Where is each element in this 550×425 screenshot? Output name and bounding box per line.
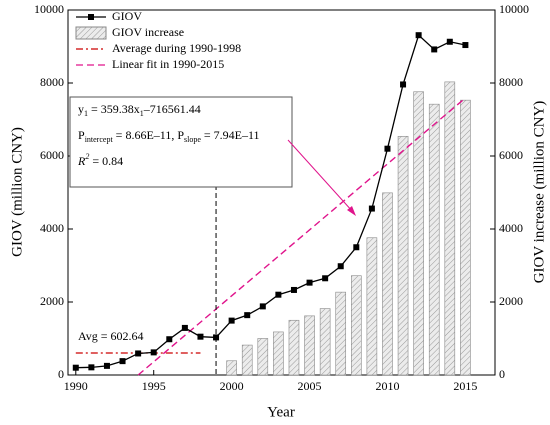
marker xyxy=(415,32,422,39)
bar xyxy=(273,331,284,376)
annotation-part: 1 xyxy=(140,109,144,118)
annotation-part: R xyxy=(77,154,86,168)
legend-swatch xyxy=(75,26,107,40)
marker xyxy=(88,364,95,371)
annotation-part: = 7.94E–11 xyxy=(201,128,260,142)
y-tick-label: 4000 xyxy=(40,221,64,235)
y2-tick-label: 4000 xyxy=(499,221,523,235)
y-tick-label: 10000 xyxy=(34,2,64,16)
annotation-arrowhead xyxy=(347,206,356,216)
marker xyxy=(119,358,126,365)
y-tick-label: 2000 xyxy=(40,294,64,308)
marker xyxy=(337,263,344,270)
annotation-part: y xyxy=(78,102,84,116)
y2-tick-label: 10000 xyxy=(499,2,529,16)
bar xyxy=(366,237,378,376)
avg-label: Avg = 602.64 xyxy=(78,329,144,343)
x-tick-label: 1995 xyxy=(142,379,166,393)
bar xyxy=(335,291,347,376)
bar xyxy=(397,135,409,376)
y2-tick-label: 8000 xyxy=(499,75,523,89)
bar xyxy=(428,103,440,376)
bar xyxy=(241,344,253,376)
legend-label: GIOV xyxy=(112,9,142,23)
marker xyxy=(181,324,188,331)
annotation-box xyxy=(69,96,293,188)
x-axis-label: Year xyxy=(267,404,295,420)
annotation-part: = 8.66E–11, P xyxy=(113,128,185,142)
marker xyxy=(150,349,157,356)
bar xyxy=(413,91,424,376)
y-tick-label: 0 xyxy=(58,367,64,381)
y2-axis-label: GIOV increase (million CNY) xyxy=(531,101,547,284)
annotation-part: 2 xyxy=(85,152,89,161)
bar xyxy=(257,338,269,376)
x-tick-label: 2010 xyxy=(375,379,399,393)
annotation-part: intercept xyxy=(85,135,114,144)
marker xyxy=(135,350,142,357)
legend-label: Average during 1990-1998 xyxy=(112,41,241,55)
annotation-text: R2 = 0.84 xyxy=(77,152,123,168)
marker xyxy=(384,145,391,152)
annotation-part: –716561.44 xyxy=(143,102,201,116)
x-tick-label: 2005 xyxy=(298,379,322,393)
annotation-part: P xyxy=(78,128,85,142)
y2-tick-label: 6000 xyxy=(499,148,523,162)
bar xyxy=(288,319,300,376)
legend-label: Linear fit in 1990-2015 xyxy=(112,57,224,71)
bar xyxy=(382,192,393,376)
x-tick-label: 1990 xyxy=(64,379,88,393)
marker xyxy=(228,317,235,324)
x-tick-label: 2000 xyxy=(220,379,244,393)
marker xyxy=(197,333,204,340)
x-tick-label: 2015 xyxy=(453,379,477,393)
y-tick-label: 8000 xyxy=(40,75,64,89)
marker xyxy=(322,275,329,282)
marker xyxy=(400,81,407,88)
annotation-text: Pintercept = 8.66E–11, Pslope = 7.94E–11 xyxy=(78,128,260,144)
bar xyxy=(319,308,331,376)
marker xyxy=(368,205,375,212)
annotation-part: = 359.38x xyxy=(88,102,140,116)
marker xyxy=(431,46,438,53)
legend-label: GIOV increase xyxy=(112,25,184,39)
marker xyxy=(462,42,469,49)
annotation-text: y1 = 359.38x1–716561.44 xyxy=(78,102,201,118)
y-tick-label: 6000 xyxy=(40,148,64,162)
y2-tick-label: 0 xyxy=(499,367,505,381)
bar xyxy=(226,360,237,376)
bar xyxy=(351,275,362,376)
marker xyxy=(72,364,79,371)
bar xyxy=(444,81,456,376)
marker xyxy=(103,362,110,369)
marker xyxy=(275,291,282,298)
annotation-part: slope xyxy=(184,135,201,144)
annotation-arrow xyxy=(287,139,354,213)
marker xyxy=(244,312,251,319)
bar xyxy=(460,99,471,376)
marker xyxy=(306,279,313,286)
marker xyxy=(446,38,453,45)
marker xyxy=(353,244,360,251)
legend-marker xyxy=(88,14,94,20)
marker xyxy=(259,303,266,310)
annotation-part: 1 xyxy=(84,109,88,118)
bar xyxy=(304,315,315,376)
y-axis-label: GIOV (million CNY) xyxy=(9,127,25,257)
marker xyxy=(290,286,297,293)
y2-tick-label: 2000 xyxy=(499,294,523,308)
annotation-part: = 0.84 xyxy=(89,154,123,168)
marker xyxy=(166,336,173,343)
fit-line xyxy=(137,97,466,376)
